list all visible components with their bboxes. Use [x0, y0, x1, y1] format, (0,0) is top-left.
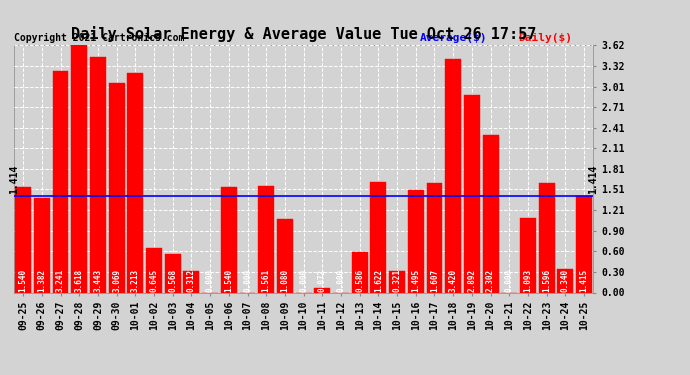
Bar	[482, 135, 498, 292]
Text: 3.618: 3.618	[75, 269, 83, 292]
Text: 1.540: 1.540	[224, 269, 233, 292]
Bar	[426, 183, 442, 292]
Text: 0.000: 0.000	[505, 269, 514, 292]
Text: 3.241: 3.241	[56, 269, 65, 292]
Text: 1.093: 1.093	[524, 269, 533, 292]
Text: 0.312: 0.312	[187, 269, 196, 292]
Text: 1.596: 1.596	[542, 269, 551, 292]
Bar	[184, 271, 199, 292]
Text: 0.000: 0.000	[243, 269, 252, 292]
Bar	[34, 198, 50, 292]
Bar	[128, 73, 144, 292]
Bar	[15, 187, 31, 292]
Bar	[221, 187, 237, 292]
Text: 1.622: 1.622	[374, 269, 383, 292]
Text: 0.586: 0.586	[355, 269, 364, 292]
Text: 1.080: 1.080	[280, 269, 289, 292]
Text: 0.000: 0.000	[206, 269, 215, 292]
Text: 0.568: 0.568	[168, 269, 177, 292]
Bar	[464, 95, 480, 292]
Text: Copyright 2021 Cartronics.com: Copyright 2021 Cartronics.com	[14, 33, 184, 42]
Text: 0.000: 0.000	[337, 269, 346, 292]
Text: 0.072: 0.072	[318, 269, 327, 292]
Text: 1.415: 1.415	[580, 269, 589, 292]
Bar	[90, 57, 106, 292]
Bar	[52, 71, 68, 292]
Bar	[389, 270, 405, 292]
Title: Daily Solar Energy & Average Value Tue Oct 26 17:57: Daily Solar Energy & Average Value Tue O…	[71, 27, 536, 42]
Text: 1.540: 1.540	[19, 269, 28, 292]
Text: 1.561: 1.561	[262, 269, 270, 292]
Bar	[165, 254, 181, 292]
Text: 1.495: 1.495	[411, 269, 420, 292]
Bar	[558, 269, 573, 292]
Bar	[445, 58, 461, 292]
Text: 1.414: 1.414	[589, 165, 598, 195]
Text: 1.414: 1.414	[9, 165, 19, 195]
Bar	[371, 182, 386, 292]
Text: 3.443: 3.443	[93, 269, 102, 292]
Text: 1.382: 1.382	[37, 269, 46, 292]
Text: 0.000: 0.000	[299, 269, 308, 292]
Bar	[146, 248, 162, 292]
Text: 2.892: 2.892	[467, 269, 476, 292]
Text: 3.420: 3.420	[448, 269, 457, 292]
Text: 0.645: 0.645	[150, 269, 159, 292]
Bar	[352, 252, 368, 292]
Bar	[109, 82, 125, 292]
Bar	[258, 186, 274, 292]
Text: 3.069: 3.069	[112, 269, 121, 292]
Text: 3.213: 3.213	[131, 269, 140, 292]
Bar	[277, 219, 293, 292]
Bar	[576, 196, 592, 292]
Bar	[539, 183, 555, 292]
Text: 1.607: 1.607	[430, 269, 439, 292]
Text: Daily($): Daily($)	[518, 33, 572, 42]
Text: 0.321: 0.321	[393, 269, 402, 292]
Bar	[408, 190, 424, 292]
Text: 2.302: 2.302	[486, 269, 495, 292]
Text: 0.340: 0.340	[561, 269, 570, 292]
Bar	[315, 288, 331, 292]
Text: Average($): Average($)	[420, 33, 487, 42]
Bar	[520, 218, 536, 292]
Bar	[71, 45, 87, 292]
